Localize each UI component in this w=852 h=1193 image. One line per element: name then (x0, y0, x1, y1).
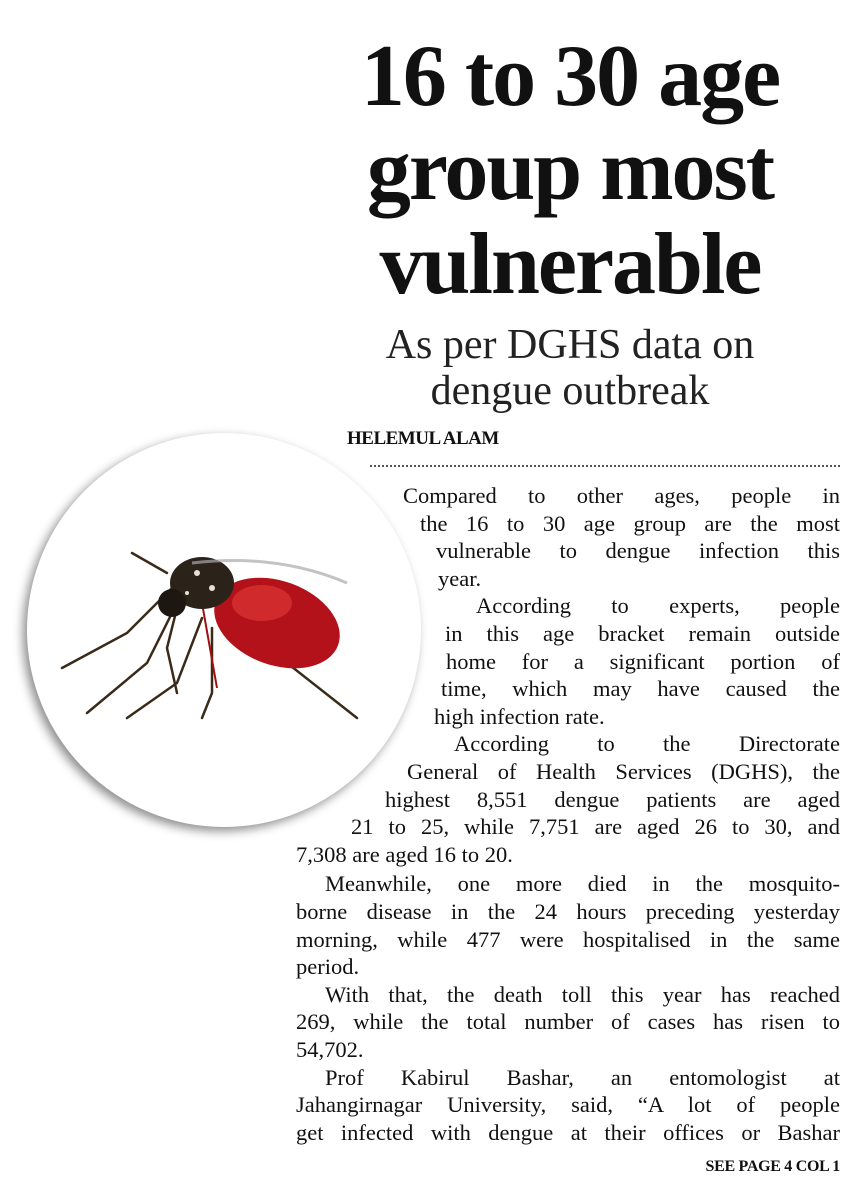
body-text-line: Prof Kabirul Bashar, an entomologist at (325, 1064, 840, 1090)
headline-line: vulnerable (379, 216, 763, 313)
body-text-line: Meanwhile, one more died in the mosquito… (325, 871, 840, 897)
subheadline-line: As per DGHS data on (385, 322, 755, 368)
headline: 16 to 30 age group most vulnerable (300, 30, 840, 312)
body-text-line: year. (438, 565, 482, 591)
body-text-line: morning, while 477 were hospitalised in … (296, 926, 840, 952)
body-text-line: vulnerable to dengue infection this (436, 538, 840, 564)
body-text-line: time, which may have caused the (441, 676, 840, 702)
body-text-line: According to the Directorate (454, 731, 840, 757)
body-text-line: With that, the death toll this year has … (325, 981, 840, 1007)
body-text-line: high infection rate. (434, 703, 605, 729)
body-text-line: period. (296, 954, 360, 980)
body-text-line: 54,702. (296, 1037, 364, 1062)
mosquito-photo (27, 433, 421, 827)
subheadline-line: dengue outbreak (430, 368, 710, 414)
body-text-line: Jahangirnagar University, said, “A lot o… (296, 1092, 840, 1118)
dotted-divider (370, 465, 840, 467)
mosquito-icon (60, 551, 359, 720)
body-text-line: borne disease in the 24 hours preceding … (296, 899, 840, 924)
body-text-line: According to experts, people (476, 593, 840, 619)
body-text-line: get infected with dengue at their office… (296, 1119, 840, 1145)
body-text-line: General of Health Services (DGHS), the (407, 759, 840, 784)
body-text-line: the 16 to 30 age group are the most (420, 510, 840, 536)
body-text-line: home for a significant portion of (446, 648, 840, 674)
body-text-line: 7,308 are aged 16 to 20. (296, 841, 513, 867)
headline-line: 16 to 30 age (360, 28, 781, 125)
body-text-line: in this age bracket remain outside (445, 621, 840, 646)
body-text-line: Compared to other ages, people in (403, 483, 840, 508)
body-text-line: 269, while the total number of cases has… (296, 1009, 840, 1035)
body-text-line: highest 8,551 dengue patients are aged (385, 786, 840, 812)
headline-line: group most (366, 122, 775, 219)
subheadline: As per DGHS data on dengue outbreak (300, 322, 840, 414)
body-text-line: 21 to 25, while 7,751 are aged 26 to 30,… (351, 814, 840, 840)
byline: HELEMUL ALAM (347, 428, 499, 449)
jump-line: SEE PAGE 4 COL 1 (705, 1158, 841, 1175)
